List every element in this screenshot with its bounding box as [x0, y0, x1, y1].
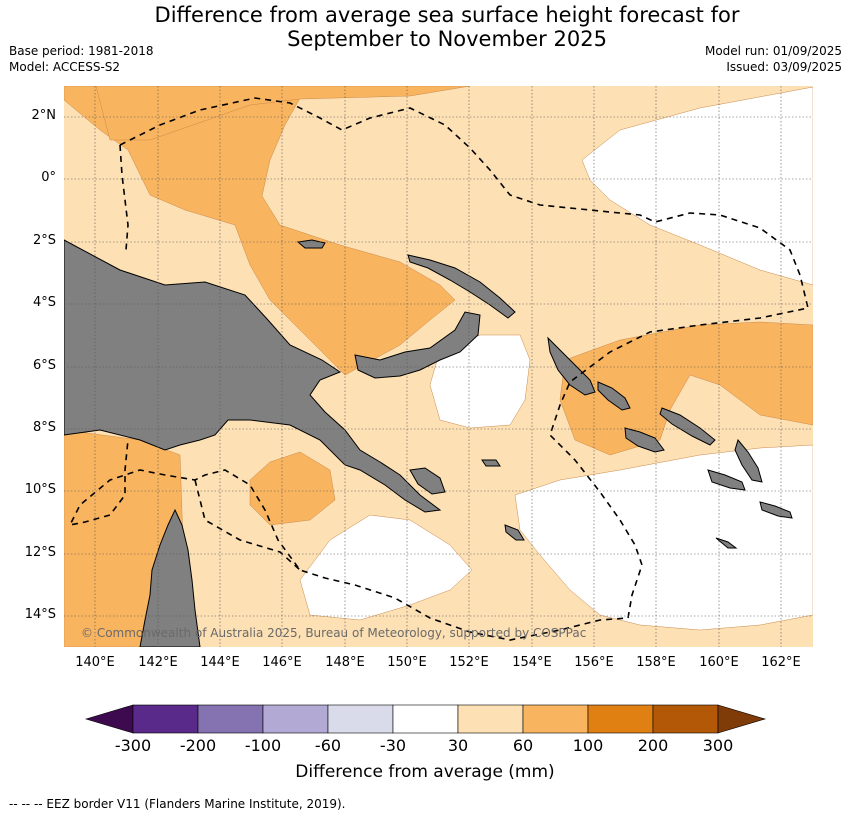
base-period: Base period: 1981-2018: [9, 44, 154, 58]
land-makira: [707, 469, 746, 491]
land-rossel: [504, 524, 525, 541]
land-cape-york: [139, 508, 201, 647]
land-new-ireland: [407, 254, 516, 319]
band-60-100-coral: [249, 451, 336, 526]
lon-tick: 158°E: [636, 655, 676, 670]
colorbar-tick: -300: [114, 736, 152, 755]
land-manus: [296, 239, 326, 249]
neutral-northeast: [581, 86, 813, 286]
lon-tick: 142°E: [138, 655, 178, 670]
neutral-southwest: [299, 514, 473, 621]
land-rennell: [759, 501, 793, 519]
lon-tick: 150°E: [387, 655, 427, 670]
land-vangunu: [715, 537, 738, 549]
issued-date: Issued: 03/09/2025: [726, 60, 842, 74]
colorbar-label: Difference from average (mm): [295, 762, 555, 782]
map-field: [64, 86, 813, 647]
colorbar-tick: 60: [512, 736, 534, 755]
lat-tick: 8°S: [32, 420, 56, 435]
eez-border: [68, 97, 809, 641]
land-malaita: [734, 438, 763, 483]
lat-tick: 2°N: [31, 108, 57, 123]
colorbar-swatch: [197, 704, 264, 734]
lon-tick: 148°E: [325, 655, 365, 670]
gridlines: [64, 86, 813, 647]
colorbar-tick: -200: [179, 736, 217, 755]
lon-tick: 146°E: [262, 655, 302, 670]
colorbar-swatch: [587, 704, 654, 734]
model-name: Model: ACCESS-S2: [9, 60, 121, 74]
copyright-notice: © Commonwealth of Australia 2025, Bureau…: [81, 626, 587, 640]
land-trobriand: [481, 459, 501, 467]
lon-tick: 140°E: [75, 655, 115, 670]
band-60-100-north-top: [95, 86, 471, 141]
lat-tick: 12°S: [24, 545, 56, 560]
colorbar-extend-high: [717, 704, 767, 734]
colorbar-swatch: [652, 704, 719, 734]
eez-border-south: [194, 479, 301, 571]
meta-right: Model run: 01/09/2025 Issued: 03/09/2025: [705, 43, 842, 75]
land-bougainville: [547, 336, 596, 396]
land-fergusson: [409, 467, 446, 495]
eez-border-west: [119, 144, 129, 251]
colorbar-tick: 100: [572, 736, 604, 755]
meta-left: Base period: 1981-2018 Model: ACCESS-S2: [9, 43, 154, 75]
colorbar-swatch: [457, 704, 524, 734]
colorbar-tick: 300: [702, 736, 734, 755]
lon-tick: 156°E: [574, 655, 614, 670]
colorbar-swatch: [522, 704, 589, 734]
lat-tick: 0°: [41, 170, 56, 185]
land-guadalcanal: [624, 427, 665, 453]
lon-tick: 160°E: [699, 655, 739, 670]
title-line-1: Difference from average sea surface heig…: [154, 3, 740, 27]
land-choiseul: [597, 381, 631, 411]
lon-tick: 152°E: [449, 655, 489, 670]
colorbar-tick: -100: [244, 736, 282, 755]
lon-tick: 144°E: [200, 655, 240, 670]
colorbar-tick: 200: [637, 736, 669, 755]
lat-tick: 4°S: [32, 295, 56, 310]
band-60-100-north: [64, 86, 471, 376]
land-santa-isabel: [659, 407, 716, 446]
lat-tick: 14°S: [24, 607, 56, 622]
title-line-2: September to November 2025: [287, 27, 607, 51]
map-title: Difference from average sea surface heig…: [0, 3, 850, 51]
colorbar-swatch: [262, 704, 329, 734]
colorbar-tick: -60: [314, 736, 342, 755]
land-new-britain: [354, 311, 481, 379]
colorbar-tick: 30: [447, 736, 469, 755]
lat-tick: 6°S: [32, 358, 56, 373]
lat-tick: 10°S: [24, 482, 56, 497]
lat-tick: 2°S: [32, 233, 56, 248]
colorbar-tick: -30: [379, 736, 407, 755]
neutral-bismarck: [429, 334, 531, 429]
eez-footnote: -- -- -- EEZ border V11 (Flanders Marine…: [9, 797, 346, 811]
model-run: Model run: 01/09/2025: [704, 44, 842, 58]
colorbar-swatch: [327, 704, 394, 734]
colorbar-extend-low: [84, 704, 134, 734]
colorbar-swatch: [392, 704, 459, 734]
band-60-100-east: [559, 321, 813, 456]
lon-tick: 154°E: [512, 655, 552, 670]
colorbar-swatch: [132, 704, 199, 734]
lon-tick: 162°E: [761, 655, 801, 670]
